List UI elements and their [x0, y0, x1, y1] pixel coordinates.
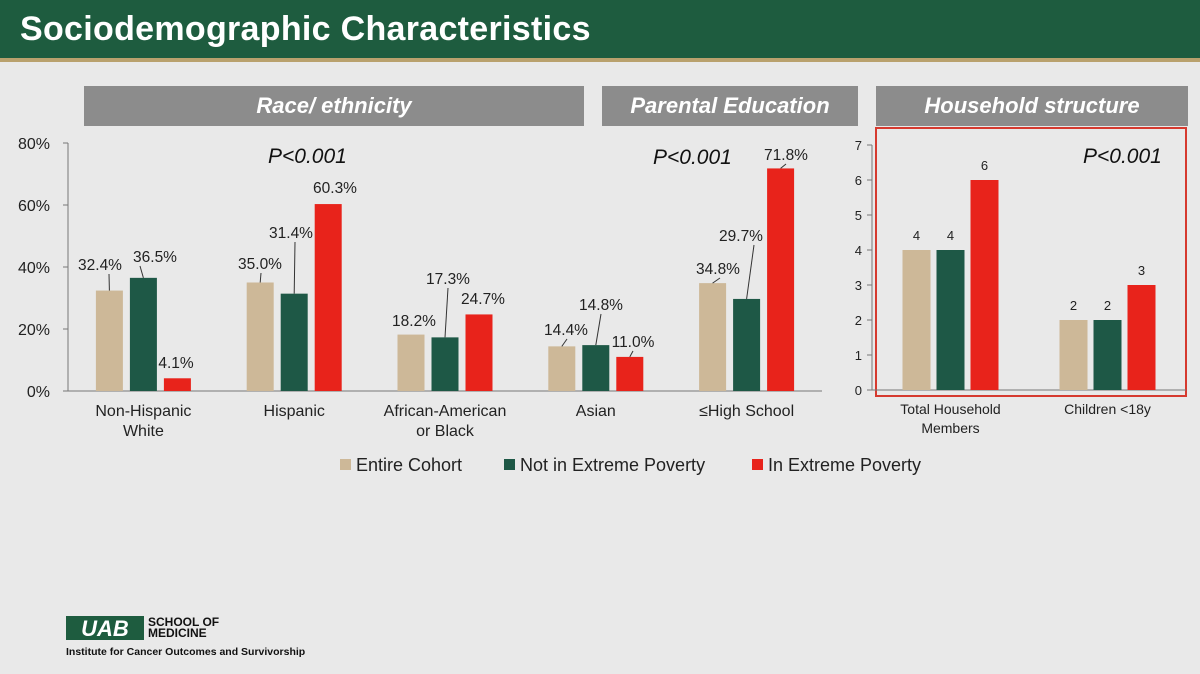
x-tick-label-household: Total Household: [900, 401, 1000, 417]
bar-high-school-entire-cohort: [699, 283, 727, 391]
bar-children-18y-in-extreme-poverty: [1127, 285, 1156, 390]
p-value-annotation: P<0.001: [268, 145, 347, 168]
x-tick-label: or Black: [416, 423, 475, 440]
bar-african-american-or-black-in-extreme-poverty: [465, 314, 493, 391]
y-tick-label: 60%: [18, 198, 50, 215]
bar-children-18y-not-in-extreme-poverty: [1093, 320, 1122, 390]
bar-asian-in-extreme-poverty: [616, 356, 644, 391]
leader-line: [139, 265, 144, 278]
legend-swatch-not-in-extreme-poverty: [504, 459, 515, 470]
y-tick-label-household: 5: [855, 208, 862, 223]
legend-label-in-extreme-poverty: In Extreme Poverty: [768, 455, 921, 475]
legend-swatch-entire-cohort: [340, 459, 351, 470]
bar-african-american-or-black-not-in-extreme-poverty: [431, 337, 459, 391]
leader-line: [293, 241, 296, 294]
title-accent-stripe: [0, 58, 1200, 62]
bar-african-american-or-black-entire-cohort: [397, 334, 425, 391]
data-label: 17.3%: [426, 271, 470, 288]
x-tick-label: ≤High School: [699, 403, 794, 420]
data-label: 34.8%: [696, 261, 740, 278]
y-tick-label-household: 6: [855, 173, 862, 188]
leader-line: [746, 244, 755, 299]
data-label: 31.4%: [269, 225, 313, 242]
y-tick-label: 40%: [18, 260, 50, 277]
data-label: 18.2%: [392, 313, 436, 330]
data-label-household: 2: [1104, 298, 1111, 313]
data-label: 11.0%: [612, 334, 655, 351]
leader-line: [712, 277, 721, 284]
bar-asian-not-in-extreme-poverty: [582, 345, 610, 391]
data-label-household: 3: [1138, 263, 1145, 278]
bar-total-household-members-in-extreme-poverty: [970, 180, 999, 390]
y-tick-label-household: 3: [855, 278, 862, 293]
bar-non-hispanic-white-not-in-extreme-poverty: [129, 277, 157, 391]
data-label-household: 4: [913, 228, 920, 243]
bar-non-hispanic-white-entire-cohort: [95, 290, 123, 391]
x-tick-label: Hispanic: [264, 403, 325, 420]
bar-children-18y-entire-cohort: [1059, 320, 1088, 390]
bar-non-hispanic-white-in-extreme-poverty: [163, 378, 191, 391]
x-tick-label: African-American: [384, 403, 507, 420]
data-label: 60.3%: [313, 180, 357, 197]
y-tick-label-household: 2: [855, 313, 862, 328]
data-label: 29.7%: [719, 228, 763, 245]
bar-total-household-members-entire-cohort: [902, 250, 931, 390]
bar-hispanic-in-extreme-poverty: [314, 204, 342, 391]
logo-school-text: SCHOOL OF MEDICINE: [148, 615, 268, 640]
data-label: 24.7%: [461, 291, 505, 308]
data-label-household: 6: [981, 158, 988, 173]
x-tick-label: Non-Hispanic: [95, 403, 191, 420]
highlight-box: [875, 127, 1187, 397]
data-label: 71.8%: [764, 147, 808, 164]
p-value-annotation-household: P<0.001: [1083, 145, 1162, 168]
x-tick-label: White: [123, 423, 164, 440]
y-tick-label-household: 1: [855, 348, 862, 363]
bar-hispanic-not-in-extreme-poverty: [280, 293, 308, 391]
y-tick-label-household: 4: [855, 243, 862, 258]
svg-text:UAB: UAB: [81, 616, 129, 640]
data-label: 14.4%: [544, 322, 588, 339]
data-label: 36.5%: [133, 249, 177, 266]
header-household-structure: Household structure: [876, 86, 1188, 126]
data-label: 14.8%: [579, 297, 623, 314]
title-bar: Sociodemographic Characteristics: [0, 0, 1200, 62]
bar-high-school-in-extreme-poverty: [767, 168, 795, 391]
data-label: 35.0%: [238, 256, 282, 273]
x-tick-label-household: Members: [921, 420, 979, 436]
uab-logo-mark-icon: UAB: [66, 616, 144, 640]
legend-label-entire-cohort: Entire Cohort: [356, 455, 462, 475]
logo-school-line2: MEDICINE: [148, 626, 207, 640]
bar-high-school-not-in-extreme-poverty: [733, 298, 761, 391]
logo-institute: Institute for Cancer Outcomes and Surviv…: [66, 646, 306, 658]
x-tick-label: Asian: [576, 403, 616, 420]
slide-title: Sociodemographic Characteristics: [20, 10, 591, 48]
bar-hispanic-entire-cohort: [246, 282, 274, 391]
leader-line: [780, 163, 787, 169]
leader-line: [629, 350, 634, 358]
leader-line: [561, 338, 568, 347]
header-parental-education: Parental Education: [602, 86, 858, 126]
legend-label-not-in-extreme-poverty: Not in Extreme Poverty: [520, 455, 705, 475]
logo-school-line1: SCHOOL OF: [148, 615, 220, 629]
y-tick-label: 80%: [18, 136, 50, 153]
leader-line: [259, 272, 262, 283]
bar-asian-entire-cohort: [548, 346, 576, 391]
data-label: 4.1%: [158, 355, 194, 372]
x-tick-label-household: Children <18y: [1064, 401, 1151, 417]
y-tick-label: 20%: [18, 322, 50, 339]
p-value-annotation: P<0.001: [653, 146, 732, 169]
data-label: 32.4%: [78, 257, 122, 274]
y-tick-label-household: 0: [855, 383, 862, 398]
y-tick-label: 0%: [27, 384, 50, 401]
data-label-household: 4: [947, 228, 954, 243]
leader-line: [595, 313, 602, 346]
y-tick-label-household: 7: [855, 138, 862, 153]
header-race-ethnicity: Race/ ethnicity: [84, 86, 584, 126]
data-label-household: 2: [1070, 298, 1077, 313]
leader-line: [444, 287, 449, 338]
bar-total-household-members-not-in-extreme-poverty: [936, 250, 965, 390]
legend-swatch-in-extreme-poverty: [752, 459, 763, 470]
